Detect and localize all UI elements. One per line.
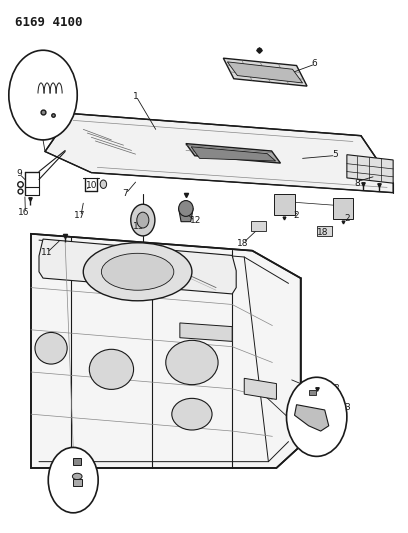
Text: 1: 1	[133, 92, 138, 101]
Polygon shape	[191, 147, 276, 161]
Ellipse shape	[172, 398, 212, 430]
Text: 18: 18	[237, 239, 248, 248]
Polygon shape	[39, 239, 236, 294]
Text: 6: 6	[312, 59, 317, 68]
Text: 8: 8	[354, 179, 360, 188]
Polygon shape	[295, 405, 329, 431]
Polygon shape	[31, 234, 301, 468]
Circle shape	[131, 204, 155, 236]
Text: 13: 13	[133, 222, 144, 231]
Ellipse shape	[83, 243, 192, 301]
Ellipse shape	[179, 200, 193, 216]
Circle shape	[286, 377, 347, 456]
Polygon shape	[275, 194, 295, 215]
Polygon shape	[333, 198, 353, 219]
Polygon shape	[73, 458, 81, 465]
Text: 3: 3	[333, 384, 339, 393]
Text: 6169 4100: 6169 4100	[15, 16, 82, 29]
Text: 3: 3	[344, 403, 350, 413]
Ellipse shape	[35, 333, 67, 364]
Polygon shape	[309, 390, 316, 395]
Circle shape	[48, 447, 98, 513]
Ellipse shape	[89, 349, 133, 390]
Text: 2: 2	[294, 212, 299, 220]
Polygon shape	[180, 323, 232, 342]
Text: 16: 16	[18, 208, 29, 217]
Text: 15: 15	[61, 458, 71, 467]
Text: 17: 17	[74, 212, 86, 220]
Ellipse shape	[101, 253, 174, 290]
Text: 18: 18	[317, 228, 329, 237]
Text: 14: 14	[82, 477, 93, 486]
Polygon shape	[244, 378, 277, 399]
Text: 12: 12	[189, 216, 201, 225]
Text: 10: 10	[86, 181, 97, 190]
Text: 11: 11	[40, 248, 52, 257]
Polygon shape	[223, 58, 307, 86]
Circle shape	[9, 50, 77, 140]
Polygon shape	[45, 114, 393, 192]
Polygon shape	[73, 479, 82, 486]
Text: 5: 5	[332, 150, 338, 159]
Text: 2: 2	[344, 214, 350, 223]
Polygon shape	[227, 62, 303, 83]
Polygon shape	[186, 143, 280, 163]
Circle shape	[137, 212, 149, 228]
Polygon shape	[179, 208, 193, 222]
Polygon shape	[347, 155, 393, 183]
Text: 7: 7	[123, 189, 129, 198]
Ellipse shape	[166, 341, 218, 385]
Ellipse shape	[72, 473, 82, 480]
Text: 4: 4	[29, 125, 35, 134]
Polygon shape	[251, 221, 266, 231]
Text: 9: 9	[17, 169, 22, 178]
Polygon shape	[317, 227, 332, 236]
Circle shape	[100, 180, 106, 189]
